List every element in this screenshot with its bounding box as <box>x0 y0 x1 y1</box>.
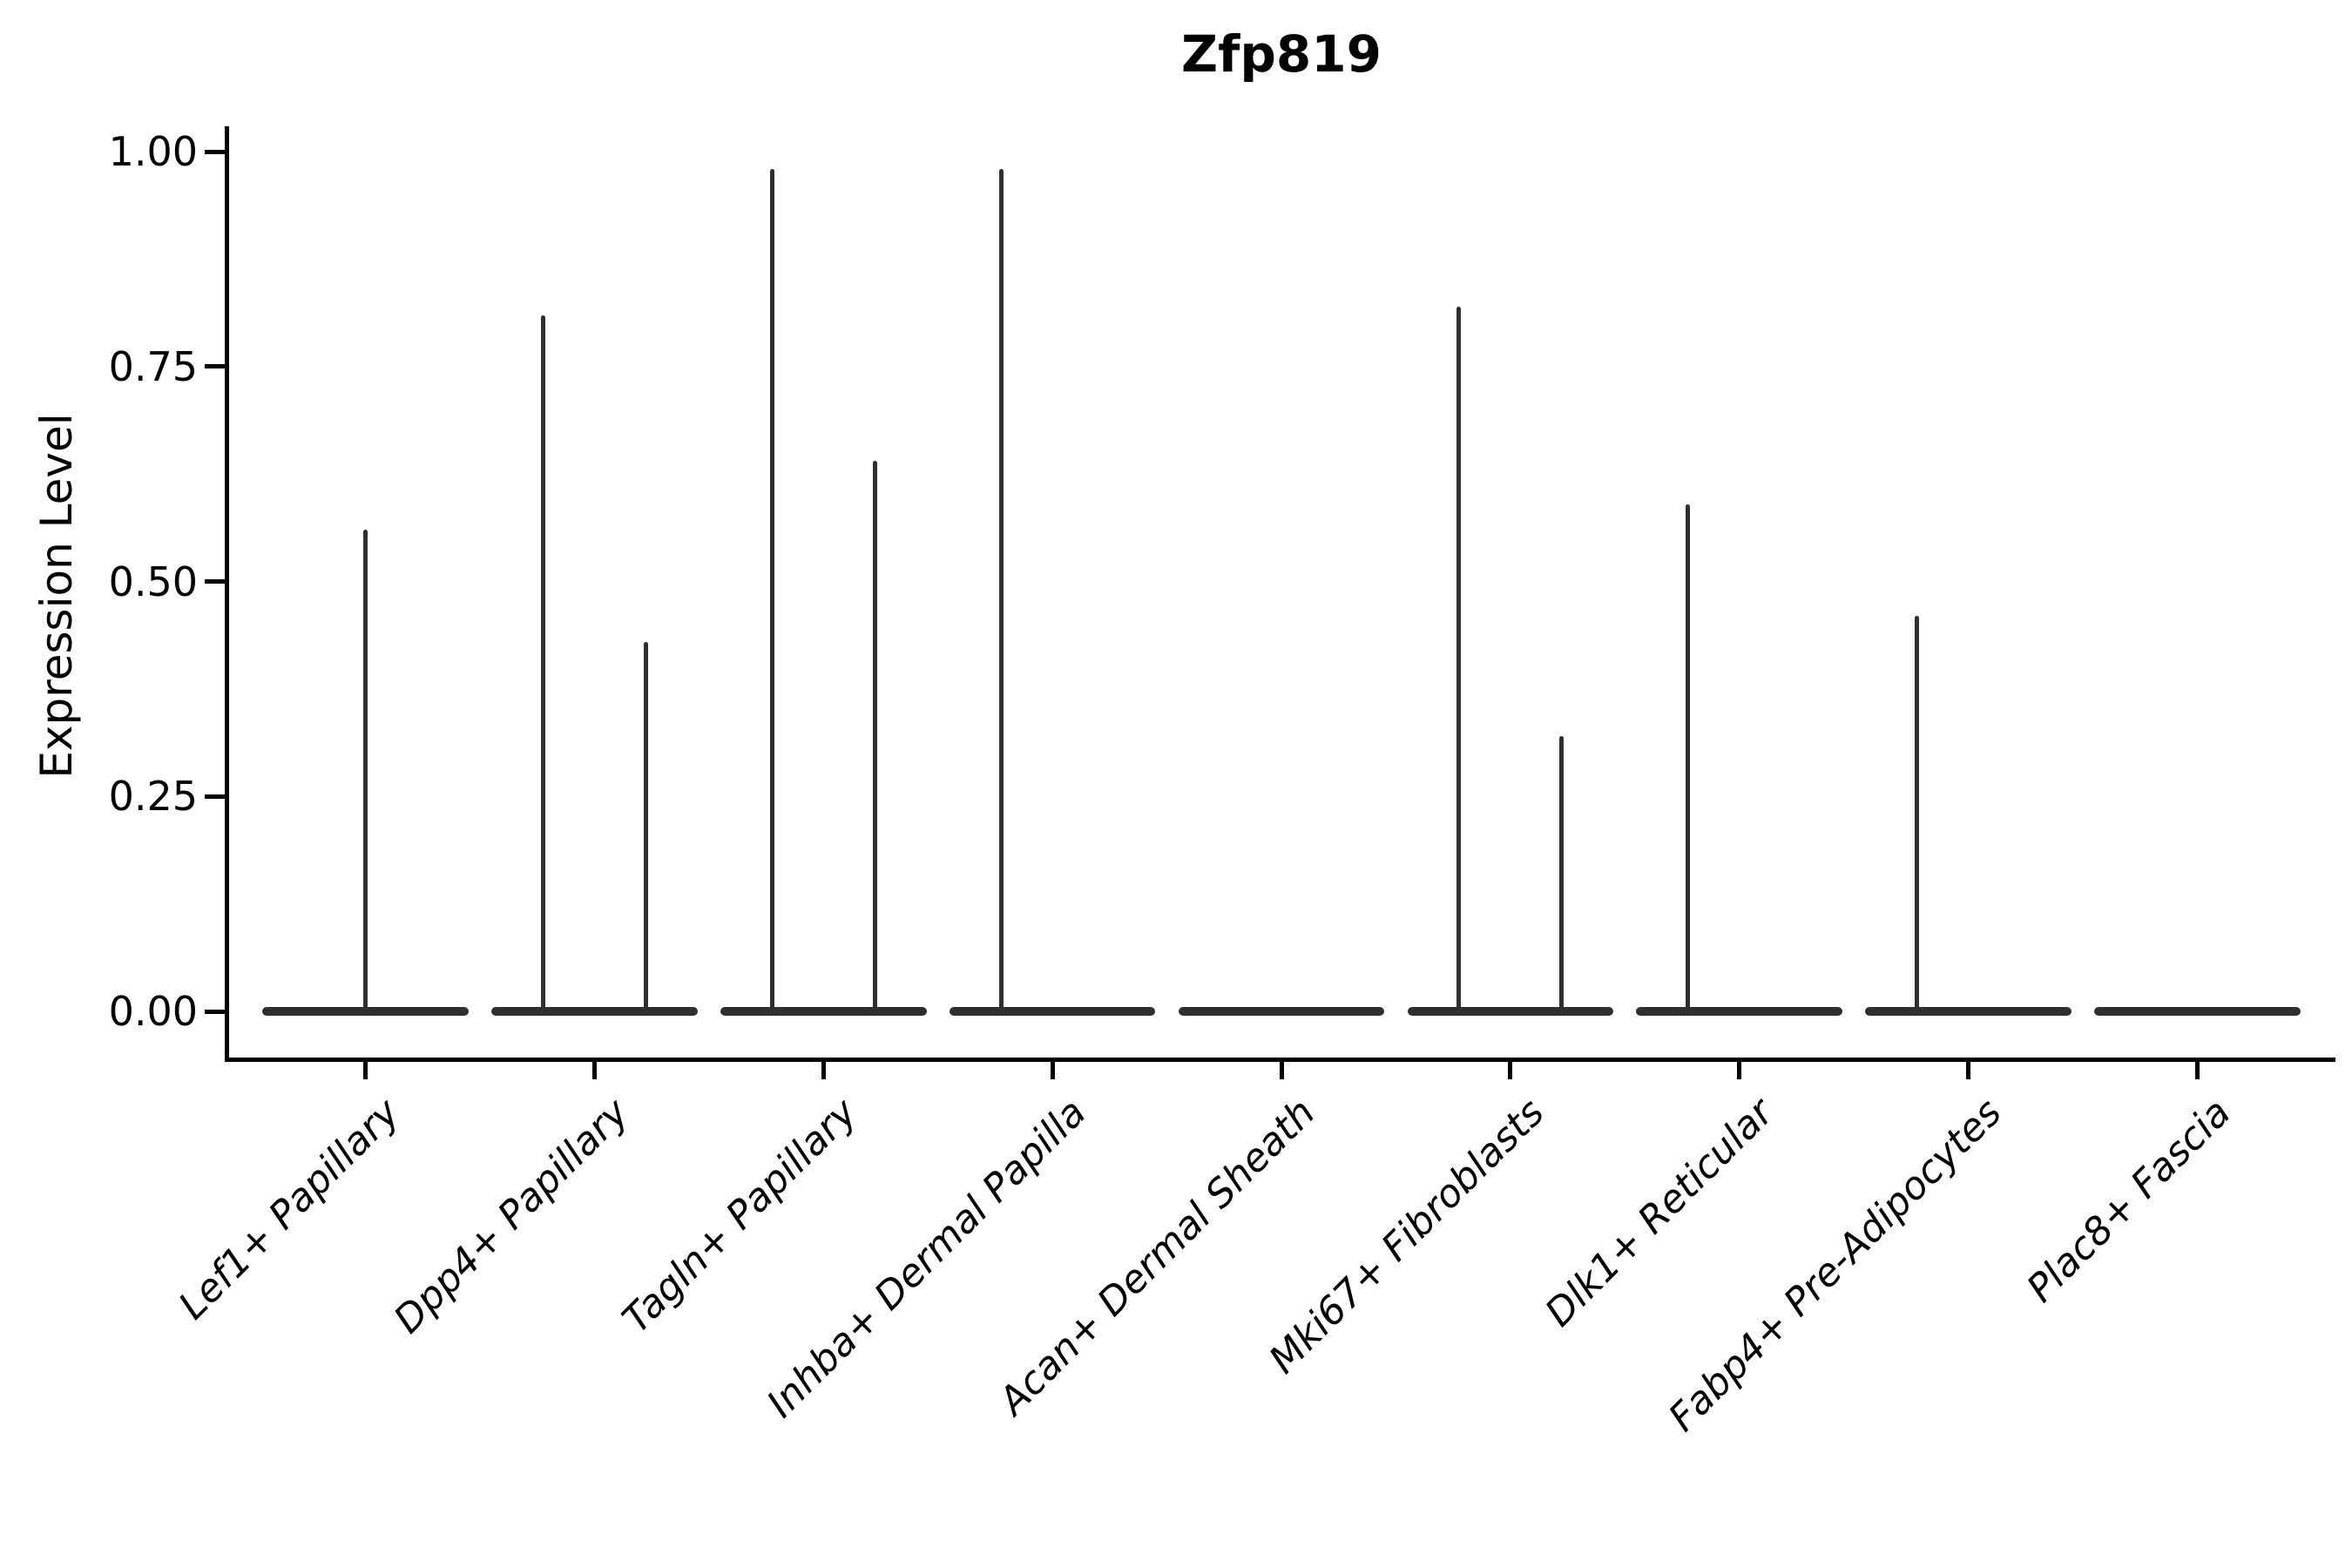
y-tick-mark <box>205 579 225 584</box>
x-tick-label: Mki67+ Fibroblasts <box>1260 1090 1553 1382</box>
violin-spike <box>1456 306 1462 1011</box>
x-tick-mark <box>2194 1062 2200 1079</box>
x-axis-spine <box>225 1058 2335 1062</box>
violin-base <box>2094 1007 2301 1016</box>
violin-base <box>1407 1007 1614 1016</box>
violin-spike <box>769 168 774 1011</box>
x-tick-label: Plac8+ Fascia <box>2018 1090 2240 1311</box>
violin-spike <box>998 168 1004 1011</box>
plot-title: Zfp819 <box>1181 24 1382 84</box>
violin-spike <box>363 530 368 1011</box>
x-tick-mark <box>592 1062 598 1079</box>
violin-spike <box>540 314 545 1011</box>
x-tick-label: Fabp4+ Pre-Adipocytes <box>1660 1090 2011 1441</box>
y-tick-mark <box>205 149 225 154</box>
violin-base <box>720 1007 927 1016</box>
violin-base <box>1178 1007 1385 1016</box>
x-tick-mark <box>1279 1062 1284 1079</box>
violin-base <box>1865 1007 2072 1016</box>
y-tick-label: 0.50 <box>108 558 198 605</box>
x-tick-label: Dpp4+ Papillary <box>385 1090 638 1342</box>
violin-spike <box>1686 504 1691 1011</box>
y-tick-mark <box>205 1009 225 1014</box>
y-tick-label: 0.25 <box>108 773 198 821</box>
x-tick-label: Inhba+ Dermal Papilla <box>758 1090 1095 1427</box>
y-tick-label: 0.75 <box>108 342 198 390</box>
x-tick-label: Tagln+ Papillary <box>614 1090 866 1342</box>
violin-base <box>262 1007 469 1016</box>
violin-base <box>491 1007 698 1016</box>
y-tick-mark <box>205 794 225 799</box>
y-tick-label: 1.00 <box>108 128 198 175</box>
y-tick-mark <box>205 364 225 369</box>
y-tick-label: 0.00 <box>108 988 198 1035</box>
x-tick-mark <box>1508 1062 1513 1079</box>
violin-spike <box>1559 736 1565 1011</box>
x-tick-mark <box>821 1062 826 1079</box>
x-tick-label: Acan+ Dermal Sheath <box>990 1090 1324 1424</box>
x-tick-mark <box>1737 1062 1742 1079</box>
x-tick-label: Lef1+ Papillary <box>170 1090 409 1328</box>
violin-base <box>949 1007 1156 1016</box>
x-tick-mark <box>1050 1062 1055 1079</box>
y-axis-spine <box>225 126 229 1061</box>
violin-spike <box>1914 615 1919 1011</box>
x-tick-mark <box>1965 1062 1970 1079</box>
violin-spike <box>872 461 877 1011</box>
x-tick-label: Dlk1+ Reticular <box>1536 1090 1782 1335</box>
violin-spike <box>644 641 649 1011</box>
x-tick-mark <box>363 1062 368 1079</box>
violin-base <box>1636 1007 1842 1016</box>
plot-area: 1.00 0.75 0.50 0.25 0.00 Lef1+ Papillary Dpp4+… <box>109 126 2335 1440</box>
